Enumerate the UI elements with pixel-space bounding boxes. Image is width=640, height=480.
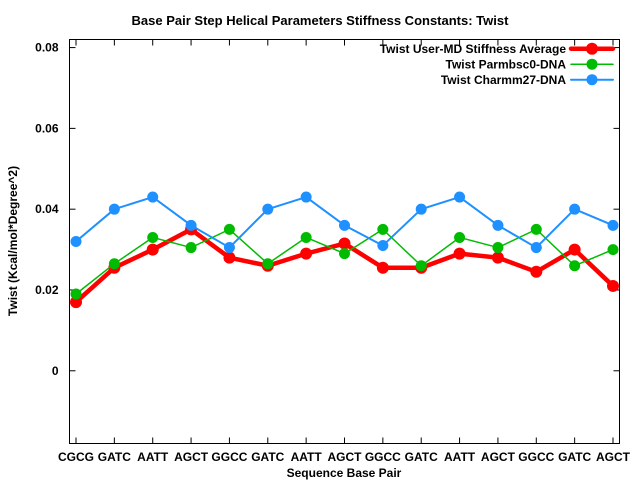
x-tick-label: GGCC [518, 450, 554, 464]
series-1-point [108, 258, 120, 270]
chart-title: Base Pair Step Helical Parameters Stiffn… [132, 13, 510, 28]
x-tick-label: GATC [251, 450, 284, 464]
series-0-point [530, 265, 543, 278]
series-2-point [300, 191, 312, 203]
x-axis-label: Sequence Base Pair [287, 466, 402, 480]
series-1-point [569, 260, 581, 272]
series-1-point [377, 223, 389, 235]
legend-label-0: Twist User-MD Stiffness Average [380, 42, 567, 56]
legend-label-1: Twist Parmbsc0-DNA [446, 58, 567, 72]
series-0-point [376, 261, 389, 274]
series-1-point [223, 223, 235, 235]
series-2-point [415, 203, 427, 215]
x-tick-label: GGCC [365, 450, 401, 464]
series-1-point [415, 260, 427, 272]
x-tick-label: AGCT [596, 450, 631, 464]
series-0-point [223, 251, 236, 264]
y-tick-label: 0 [52, 364, 59, 378]
series-0-point [338, 237, 351, 250]
x-tick-label: AATT [444, 450, 476, 464]
y-tick-label: 0.04 [35, 202, 59, 216]
series-0-point [146, 243, 159, 256]
x-tick-label: AGCT [328, 450, 363, 464]
x-tick-label: GGCC [211, 450, 247, 464]
series-1-point [70, 288, 82, 300]
series-0-point [70, 296, 82, 309]
x-tick-label: AATT [137, 450, 169, 464]
series-2-point [108, 203, 120, 215]
series-0-point [300, 247, 313, 260]
legend-label-2: Twist Charmm27-DNA [441, 73, 566, 87]
x-tick-label: GATC [558, 450, 591, 464]
series-1-point [147, 231, 159, 243]
series-1-point [300, 231, 312, 243]
x-tick-label: AGCT [174, 450, 209, 464]
series-2-point [223, 242, 235, 254]
series-1-point [262, 258, 274, 270]
series-2-point [377, 240, 389, 252]
series-2-point [569, 203, 581, 215]
series-2-point [607, 219, 619, 231]
series-0-point [568, 243, 581, 256]
y-tick-label: 0.06 [35, 121, 59, 135]
legend-sample-point-0 [586, 42, 598, 55]
series-2-point [262, 203, 274, 215]
data-series [70, 191, 619, 309]
x-tick-label: AGCT [481, 450, 516, 464]
x-tick-label: GATC [98, 450, 131, 464]
series-2-point [492, 219, 504, 231]
series-1-point [607, 244, 619, 256]
series-2-point [339, 219, 350, 231]
series-0-point [607, 279, 619, 292]
y-tick-label: 0.02 [35, 283, 59, 297]
series-2-point [70, 236, 82, 247]
y-axis-label: Twist (Kcal/mol*Degree^2) [6, 166, 20, 316]
legend-sample-point-1 [586, 58, 598, 70]
x-tick-label: AATT [291, 450, 323, 464]
series-0-point [491, 251, 504, 264]
series-1-point [185, 242, 197, 254]
series-1-point [530, 223, 542, 235]
y-tick-label: 0.08 [35, 41, 59, 55]
legend-sample-point-2 [586, 74, 598, 86]
legend: Twist User-MD Stiffness Average Twist Par… [380, 42, 616, 87]
x-tick-label: GATC [405, 450, 438, 464]
series-0-point [453, 247, 466, 260]
series-1-point [492, 242, 504, 254]
series-2-point [454, 191, 466, 203]
series-1-point [454, 231, 466, 243]
series-2-point [530, 242, 542, 254]
series-2-point [147, 191, 159, 203]
x-tick-label: CGCG [58, 450, 94, 464]
series-2-point [185, 219, 197, 231]
series-1-point [339, 248, 350, 260]
